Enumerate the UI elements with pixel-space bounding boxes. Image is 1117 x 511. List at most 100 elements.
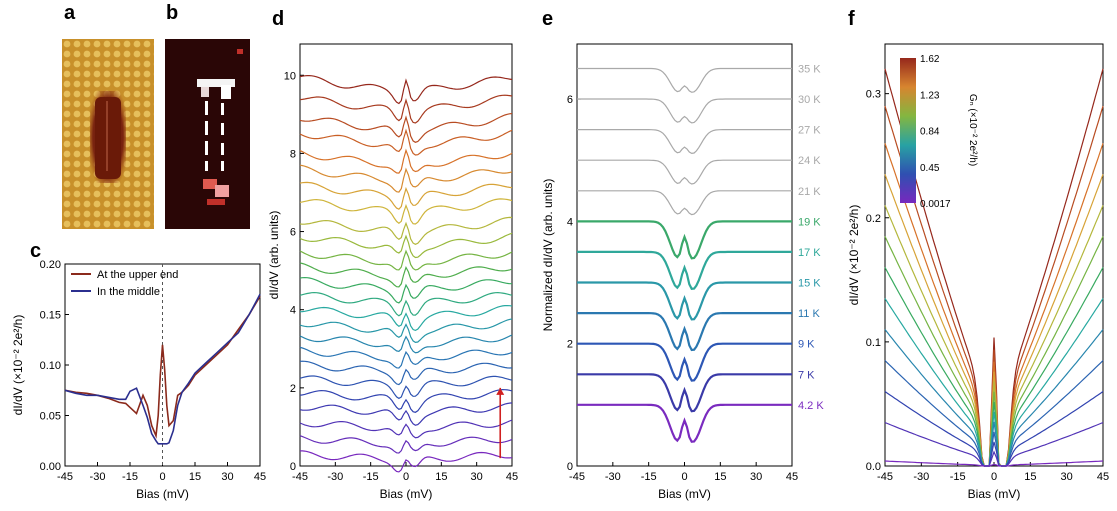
chart-d: -45 -30 -15 0 15 30 45 0 2 4 6 8 10 Bias (mV) dI/dV (a… [267, 43, 518, 501]
x-tick-label: -30 [913, 471, 929, 483]
x-tick-label: -30 [90, 471, 106, 483]
temperature-curve-5 [577, 250, 792, 290]
gn-curve-5 [884, 236, 1104, 467]
stacked-curve-5 [299, 375, 513, 400]
x-tick-label: 30 [750, 471, 762, 483]
y-tick-label: 6 [290, 227, 296, 239]
temperature-label: 15 K [798, 278, 821, 290]
stacked-curve-13 [299, 262, 513, 288]
stacked-curve-21 [299, 128, 513, 156]
x-tick-label: 15 [714, 471, 726, 483]
chart-c: -45 -30 -15 0 15 30 45 0.00 0.05 0.10 0.15 0.20 Bias… [11, 259, 266, 501]
x-tick-label: -45 [877, 471, 893, 483]
y-tick-label: 6 [567, 94, 573, 106]
stacked-curve-9 [299, 318, 513, 344]
temperature-label: 30 K [798, 94, 821, 106]
temperature-curve-2 [577, 342, 792, 382]
colorbar-tick-label: 1.62 [920, 54, 940, 65]
panel-letter-c: c [30, 240, 42, 262]
stacked-curve-16 [299, 216, 513, 245]
stacked-curve-23 [299, 94, 513, 124]
x-tick-label: 30 [221, 471, 233, 483]
y-tick-label: 8 [290, 148, 296, 160]
stacked-curve-20 [299, 148, 513, 174]
colorbar-tick-label: 0.0017 [920, 199, 951, 210]
x-tick-label: 15 [189, 471, 201, 483]
temperature-label: 7 K [798, 369, 815, 381]
y-tick-label: 10 [284, 70, 296, 82]
y-tick-label: 0 [290, 461, 296, 473]
y-tick-label: 2 [567, 339, 573, 351]
colorbar-tick-label: 0.84 [920, 127, 940, 138]
temperature-curve-10 [577, 98, 792, 124]
temperature-curve-0 [577, 403, 792, 443]
x-tick-label: -15 [950, 471, 966, 483]
gn-curve-7 [884, 298, 1104, 467]
gn-curve-1 [884, 105, 1104, 467]
legend: At the upper end In the middle [71, 269, 178, 298]
panel-letter-d: d [272, 8, 285, 30]
y-tick-label: 0.10 [40, 360, 61, 372]
x-tick-label: 0 [991, 471, 997, 483]
legend-entry: At the upper end [97, 269, 178, 281]
stacked-curve-6 [299, 360, 513, 386]
gn-curve-10 [884, 391, 1104, 467]
panel-letter-e: e [542, 8, 554, 30]
x-tick-label: 45 [786, 471, 798, 483]
temperature-curve-1 [577, 373, 792, 413]
y-tick-label: 0.0 [866, 461, 881, 473]
x-tick-label: -15 [363, 471, 379, 483]
temperature-curve-3 [577, 312, 792, 352]
x-tick-label: -45 [57, 471, 73, 483]
colorbar-tick-label: 1.23 [920, 90, 940, 101]
x-axis-label: Bias (mV) [968, 487, 1021, 501]
y-tick-label: 0.05 [40, 411, 61, 423]
temperature-label: 24 K [798, 155, 821, 167]
temperature-label: 35 K [798, 63, 821, 75]
x-tick-label: 30 [471, 471, 483, 483]
stacked-curve-19 [299, 164, 513, 193]
y-tick-label: 0.15 [40, 310, 61, 322]
x-tick-label: 30 [1061, 471, 1073, 483]
stacked-curve-0 [300, 450, 513, 473]
conductance-map-svg [165, 39, 250, 229]
x-tick-label: -30 [605, 471, 621, 483]
y-tick-label: 0.00 [40, 461, 61, 473]
stacked-curve-14 [299, 249, 513, 271]
colorbar-bar [900, 58, 916, 203]
topography-image [62, 39, 154, 229]
temperature-curve-9 [577, 129, 792, 155]
conductance-map-image [165, 39, 250, 229]
x-tick-label: -15 [641, 471, 657, 483]
colorbar-label: Gₙ (×10⁻² 2e²/h) [967, 94, 978, 166]
chart-e: -45 -30 -15 0 15 30 45 0 2 4 6 Bias (mV) Normalized … [541, 43, 824, 501]
x-tick-label: 15 [435, 471, 447, 483]
y-tick-label: 0.20 [40, 259, 61, 271]
x-tick-label: -30 [327, 471, 343, 483]
temperature-label: 9 K [798, 339, 815, 351]
y-tick-label: 0.3 [866, 89, 881, 101]
y-axis-label: dI/dV (×10⁻² 2e²/h) [847, 205, 861, 306]
stacked-curve-18 [299, 181, 513, 210]
stacked-curve-8 [299, 334, 513, 354]
x-tick-label: 0 [681, 471, 687, 483]
panel-letter-f: f [848, 8, 855, 30]
x-axis-label: Bias (mV) [136, 487, 189, 501]
stacked-curve-4 [299, 388, 513, 413]
plot-frame [576, 43, 793, 467]
temperature-label: 4.2 K [798, 400, 824, 412]
stacked-curve-12 [299, 276, 512, 304]
temperature-curve-6 [577, 220, 792, 260]
x-tick-label: 0 [403, 471, 409, 483]
gn-curve-4 [884, 205, 1104, 467]
colorbar: 1.62 1.23 0.84 0.45 0.0017 Gₙ (×10⁻² 2e²/h) [900, 54, 978, 210]
stacked-curve-3 [299, 402, 513, 426]
x-tick-label: -45 [569, 471, 585, 483]
panel-letter-a: a [64, 2, 76, 24]
series-line-1 [64, 293, 261, 445]
gn-curve-9 [884, 360, 1104, 467]
sweep-arrow-head [496, 387, 505, 395]
stacked-curve-15 [299, 232, 513, 259]
